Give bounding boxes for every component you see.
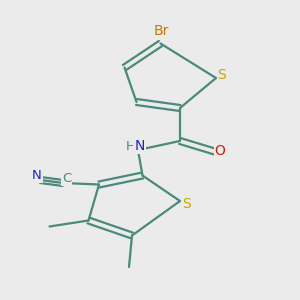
Text: S: S bbox=[218, 68, 226, 82]
Text: C: C bbox=[62, 172, 71, 185]
Text: H: H bbox=[126, 140, 135, 154]
Text: N: N bbox=[134, 140, 145, 153]
Text: Br: Br bbox=[153, 24, 169, 38]
Text: O: O bbox=[214, 144, 225, 158]
Text: S: S bbox=[182, 197, 191, 211]
Text: N: N bbox=[32, 169, 42, 182]
